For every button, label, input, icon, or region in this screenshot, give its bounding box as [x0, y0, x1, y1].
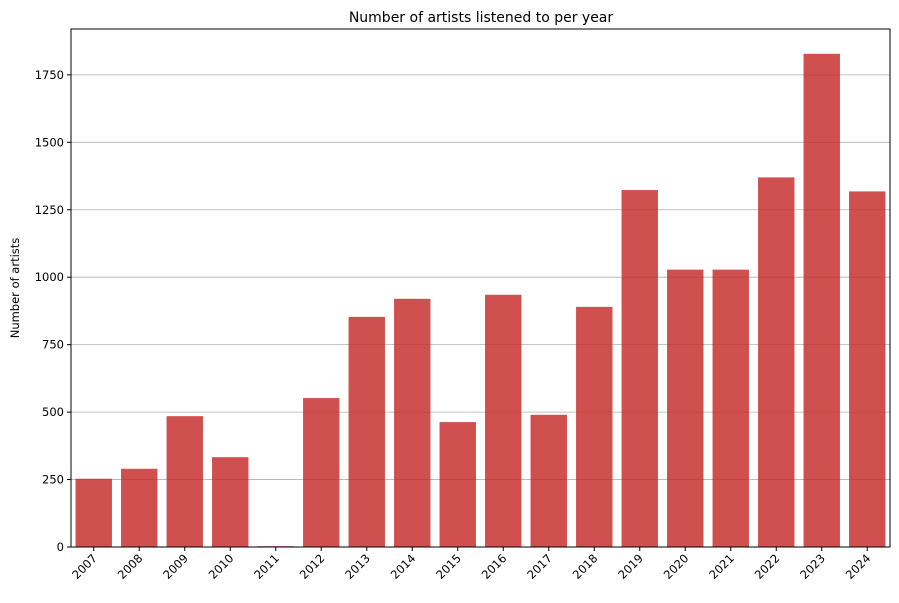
x-tick-label: 2012: [297, 551, 328, 582]
x-tick-label: 2010: [206, 551, 237, 582]
y-tick-label: 0: [57, 540, 64, 554]
chart-title: Number of artists listened to per year: [349, 10, 614, 26]
bar: [667, 269, 704, 547]
bar: [621, 190, 658, 548]
bar: [121, 468, 158, 547]
bar: [439, 422, 476, 547]
x-tick-label: 2021: [706, 551, 737, 582]
y-tick-label: 750: [42, 338, 64, 352]
bar: [803, 53, 840, 548]
gridlines: [71, 74, 890, 480]
x-tick-label: 2011: [251, 551, 282, 582]
y-tick-label: 250: [42, 473, 64, 487]
bar: [212, 457, 249, 547]
x-tick-label: 2007: [69, 551, 100, 582]
bar: [394, 298, 431, 547]
bar: [485, 294, 522, 547]
x-tick-label: 2009: [160, 551, 191, 582]
x-tick-label: 2019: [615, 551, 646, 582]
x-tick-label: 2024: [843, 551, 874, 582]
bars: [75, 53, 886, 548]
bar: [166, 416, 203, 547]
bar: [530, 414, 567, 547]
x-tick-label: 2018: [570, 551, 601, 582]
y-tick-label: 1500: [35, 135, 64, 149]
x-tick-label: 2022: [752, 551, 783, 582]
bar: [712, 269, 749, 547]
y-tick-label: 1000: [35, 270, 64, 284]
y-tick-label: 1250: [35, 203, 64, 217]
bar: [758, 177, 795, 547]
x-tick-label: 2016: [479, 551, 510, 582]
bar: [576, 306, 613, 547]
x-tick-label: 2017: [524, 551, 555, 582]
x-axis-ticks: 2007 2008 2009 2010 2011 2012 2013 2014 2015 2016…: [69, 547, 873, 582]
x-tick-label: 2020: [661, 551, 692, 582]
x-tick-label: 2008: [115, 551, 146, 582]
y-axis-label: Number of artists: [8, 238, 22, 339]
x-tick-label: 2013: [342, 551, 373, 582]
x-tick-label: 2014: [388, 551, 419, 582]
bar: [75, 478, 112, 547]
x-tick-label: 2015: [433, 551, 464, 582]
x-tick-label: 2023: [797, 551, 828, 582]
bar: [303, 398, 340, 547]
y-axis-ticks: 0 250 500 750 1000 1250 1500 1750: [35, 68, 71, 554]
plot-frame: [70, 28, 891, 548]
bar: [849, 191, 886, 547]
bar: [348, 316, 385, 547]
y-tick-label: 1750: [35, 68, 64, 82]
y-tick-label: 500: [42, 405, 64, 419]
